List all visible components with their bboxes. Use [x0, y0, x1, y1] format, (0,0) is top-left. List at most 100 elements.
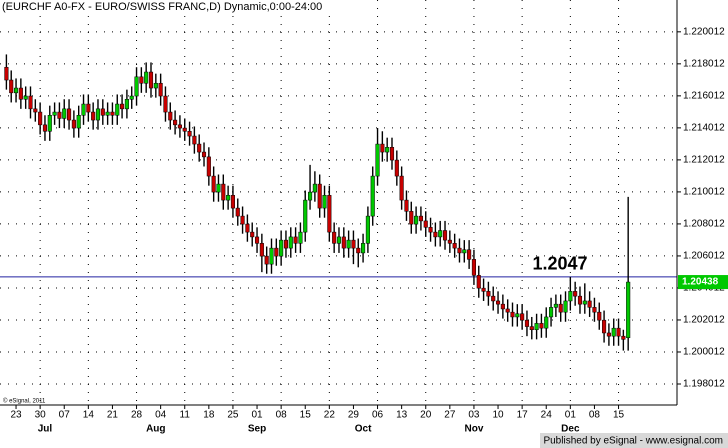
candle-body: [148, 71, 154, 89]
candle-body: [264, 255, 269, 265]
candle-body: [211, 175, 216, 193]
y-tick-label: 1.208012: [683, 219, 725, 230]
candle-body: [582, 300, 587, 305]
candle-body: [356, 247, 361, 254]
x-tick-label: 30: [35, 410, 47, 421]
plot-area: [0, 0, 677, 405]
month-label: Dec: [561, 424, 580, 435]
candle-body: [385, 147, 390, 153]
candle-body: [283, 239, 289, 249]
candle-body: [327, 195, 332, 233]
candle-body: [42, 124, 48, 132]
candle-body: [438, 230, 443, 238]
x-tick-label: 06: [372, 410, 384, 421]
candle-body: [573, 291, 578, 297]
month-label: Jul: [38, 424, 53, 435]
candle-body: [621, 335, 626, 340]
candle-body: [476, 275, 481, 289]
candle-body: [81, 103, 86, 116]
candle-body: [235, 207, 240, 217]
title-background: [0, 0, 338, 14]
candle-body: [312, 183, 317, 193]
y-tick-label: 1.202012: [683, 315, 725, 326]
x-tick-label: 18: [203, 410, 215, 421]
candle-body: [139, 76, 144, 84]
candle-body: [293, 236, 298, 244]
candle-body: [47, 115, 52, 132]
x-tick-label: 01: [251, 410, 263, 421]
x-tick-label: 03: [468, 410, 480, 421]
candle-body: [558, 303, 563, 313]
candle-body: [529, 326, 534, 331]
candle-body: [129, 95, 134, 100]
x-tick-label: 15: [613, 410, 625, 421]
footer-background: [540, 433, 728, 448]
candle-body: [168, 111, 173, 121]
candle-body: [38, 111, 43, 126]
candle-body: [389, 147, 395, 161]
candle-body: [71, 119, 76, 129]
candle-body: [221, 183, 226, 201]
candle-body: [153, 82, 158, 89]
candle-body: [553, 303, 558, 308]
candle-body: [520, 313, 525, 321]
candle-body: [105, 111, 110, 116]
candle-body: [602, 319, 607, 334]
candle-body: [534, 323, 539, 331]
candle-body: [9, 79, 14, 94]
y-tick-label: 1.216012: [683, 90, 725, 101]
candle-body: [57, 111, 62, 119]
candle-body: [120, 103, 125, 110]
candle-body: [505, 308, 510, 313]
candle-body: [563, 300, 568, 313]
x-tick-label: 11: [180, 410, 191, 421]
reference-label: 1.2047: [532, 254, 587, 274]
copyright: © eSignal, 2011: [3, 398, 46, 405]
candle-body: [351, 239, 356, 249]
candle-body: [481, 287, 486, 292]
candle-body: [62, 108, 67, 119]
candle-body: [500, 303, 505, 310]
y-tick-label: 1.212012: [683, 155, 725, 166]
candle-body: [341, 236, 346, 249]
candle-body: [18, 87, 23, 100]
candle-body: [206, 156, 211, 177]
candle-body: [365, 215, 370, 244]
candle-body: [187, 131, 192, 137]
candle-body: [471, 259, 476, 276]
month-label: Sep: [248, 424, 266, 435]
candle-body: [177, 124, 182, 129]
candle-body: [216, 183, 221, 193]
candle-body: [524, 319, 530, 327]
candle-body: [182, 127, 187, 132]
y-tick-label: 1.214012: [683, 123, 725, 134]
candle-body: [442, 230, 448, 241]
candle-body: [611, 327, 616, 337]
candle-body: [361, 243, 366, 254]
candle-body: [515, 313, 520, 318]
candle-body: [52, 111, 57, 116]
x-tick-label: 01: [565, 410, 577, 421]
x-tick-label: 15: [300, 410, 312, 421]
candle-body: [317, 183, 322, 209]
candle-body: [409, 211, 414, 225]
candle-body: [418, 215, 423, 222]
candle-body: [433, 231, 438, 238]
candle-body: [544, 316, 549, 329]
candle-body: [462, 249, 467, 254]
candle-body: [380, 143, 385, 153]
x-tick-label: 08: [276, 410, 288, 421]
candle-body: [346, 239, 351, 249]
candle-body: [144, 71, 149, 84]
candle-body: [28, 95, 33, 110]
candle-body: [322, 195, 327, 209]
candle-body: [332, 231, 337, 244]
candle-body: [250, 231, 255, 238]
y-tick-label: 1.218012: [683, 58, 725, 69]
candle-body: [279, 239, 284, 257]
candle-body: [269, 247, 274, 265]
x-tick-label: 17: [517, 410, 529, 421]
last-price-label: 1.20438: [682, 277, 719, 288]
candle-body: [13, 87, 19, 94]
